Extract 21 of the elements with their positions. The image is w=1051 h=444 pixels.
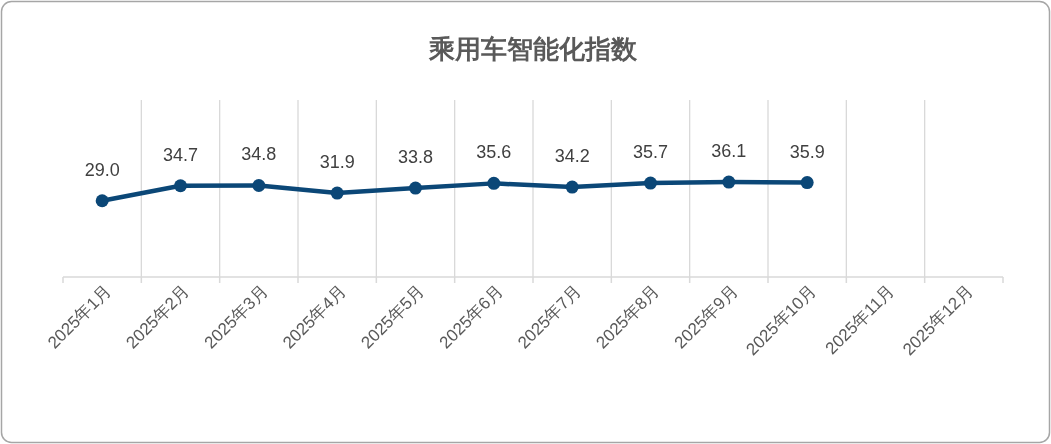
data-label: 36.1 — [711, 141, 747, 162]
data-label: 35.6 — [476, 142, 512, 163]
data-label: 34.8 — [241, 144, 277, 165]
point — [800, 176, 814, 190]
data-label: 35.9 — [789, 141, 825, 162]
data-label: 34.7 — [162, 144, 199, 165]
point — [644, 176, 657, 190]
data-label: 35.7 — [632, 142, 669, 163]
point — [330, 186, 344, 200]
data-label: 33.8 — [397, 147, 434, 168]
point — [487, 176, 501, 190]
point — [174, 179, 187, 193]
point — [722, 175, 736, 189]
point — [95, 194, 109, 208]
point — [565, 180, 579, 194]
chart-title: 乘用车智能化指数 — [428, 34, 638, 64]
data-label: 34.2 — [554, 146, 590, 167]
point — [252, 178, 266, 192]
data-label: 29.0 — [84, 159, 120, 180]
data-label: 31.9 — [319, 152, 355, 173]
point — [409, 181, 422, 195]
